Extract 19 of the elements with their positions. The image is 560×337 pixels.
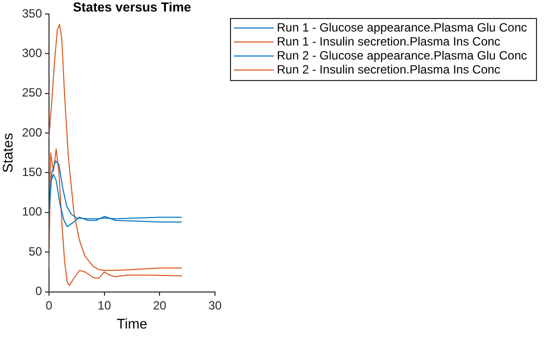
legend-label: Run 2 - Glucose appearance.Plasma Glu Conc <box>276 48 528 62</box>
x-tick-label: 10 <box>98 298 112 312</box>
chart-title: States versus Time <box>72 0 192 15</box>
y-tick-label: 300 <box>22 46 42 60</box>
y-tick-label: 150 <box>22 165 42 180</box>
legend-label: Run 1 - Glucose appearance.Plasma Glu Conc <box>276 20 528 34</box>
x-axis-title: Time <box>116 315 148 332</box>
y-tick-label: 100 <box>22 204 42 219</box>
y-tick-label: 0 <box>35 284 42 298</box>
y-tick-label: 350 <box>22 6 42 20</box>
x-tick-label: 0 <box>46 298 53 312</box>
legend-label: Run 2 - Insulin secretion.Plasma Ins Conc <box>276 62 500 76</box>
y-tick-label: 50 <box>28 244 42 258</box>
y-tick-label: 250 <box>22 86 42 100</box>
x-tick-label: 20 <box>152 298 167 312</box>
y-tick-label: 200 <box>22 125 42 140</box>
y-axis-title: States <box>0 133 16 173</box>
legend-label: Run 1 - Insulin secretion.Plasma Ins Conc <box>276 34 500 48</box>
x-tick-label: 30 <box>208 298 222 312</box>
